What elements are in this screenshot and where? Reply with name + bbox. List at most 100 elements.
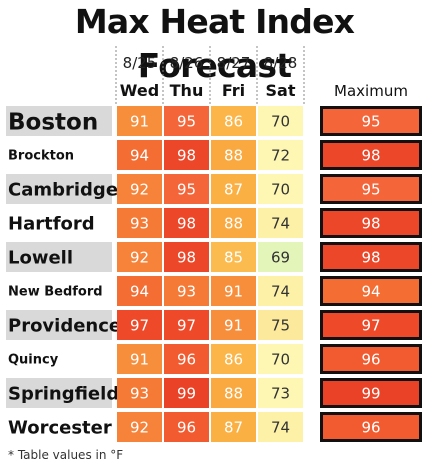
city-row-shade — [6, 242, 112, 272]
value-label: 98 — [177, 147, 196, 165]
value-label: 87 — [224, 181, 243, 199]
value-cell — [164, 140, 209, 170]
max-value-label: 98 — [361, 215, 380, 233]
date-label: 8/27 — [217, 54, 251, 72]
value-cell — [117, 344, 162, 374]
max-cell — [323, 347, 419, 371]
value-cell — [211, 140, 256, 170]
value-cell — [117, 174, 162, 204]
value-label: 92 — [130, 249, 149, 267]
max-value-label: 98 — [361, 147, 380, 165]
day-label: Sat — [266, 81, 296, 100]
value-label: 91 — [130, 351, 149, 369]
city-label: Springfield — [8, 383, 119, 404]
value-label: 94 — [130, 283, 149, 301]
max-cell — [323, 313, 419, 337]
city-label: New Bedford — [8, 285, 103, 300]
value-cell — [117, 412, 162, 442]
value-cell — [258, 106, 303, 136]
value-label: 86 — [224, 351, 243, 369]
value-label: 93 — [177, 283, 196, 301]
value-cell — [164, 208, 209, 238]
value-cell — [211, 412, 256, 442]
value-label: 99 — [177, 385, 196, 403]
value-label: 73 — [271, 385, 290, 403]
value-label: 69 — [271, 249, 290, 267]
value-cell — [258, 276, 303, 306]
value-label: 95 — [177, 113, 196, 131]
value-cell — [117, 378, 162, 408]
value-cell — [211, 174, 256, 204]
city-label: Boston — [8, 109, 98, 135]
value-label: 74 — [271, 283, 290, 301]
value-cell — [211, 276, 256, 306]
max-cell — [323, 245, 419, 269]
day-label: Wed — [120, 81, 159, 100]
max-value-label: 95 — [361, 181, 380, 199]
value-label: 97 — [130, 317, 149, 335]
value-label: 86 — [224, 113, 243, 131]
value-cell — [258, 242, 303, 272]
maximum-header: Maximum — [334, 82, 408, 100]
value-cell — [164, 174, 209, 204]
value-cell — [211, 242, 256, 272]
value-cell — [258, 208, 303, 238]
value-label: 98 — [177, 249, 196, 267]
max-value-label: 97 — [361, 317, 380, 335]
city-row-shade — [6, 106, 112, 136]
max-value-label: 98 — [361, 249, 380, 267]
value-cell — [258, 378, 303, 408]
chart-title: Max Heat Index Forecast — [74, 2, 355, 85]
max-cell — [323, 381, 419, 405]
value-label: 97 — [177, 317, 196, 335]
value-cell — [211, 208, 256, 238]
max-cell — [323, 415, 419, 439]
value-cell — [117, 140, 162, 170]
value-label: 91 — [224, 317, 243, 335]
value-cell — [164, 412, 209, 442]
value-label: 94 — [130, 147, 149, 165]
value-label: 88 — [224, 215, 243, 233]
value-cell — [258, 174, 303, 204]
value-label: 95 — [177, 181, 196, 199]
value-cell — [211, 310, 256, 340]
max-cell — [323, 143, 419, 167]
value-label: 70 — [271, 351, 290, 369]
value-cell — [211, 106, 256, 136]
date-label: 8/28 — [264, 54, 298, 72]
value-cell — [211, 344, 256, 374]
city-row-shade — [6, 310, 112, 340]
max-value-label: 99 — [361, 385, 380, 403]
value-label: 70 — [271, 113, 290, 131]
max-value-label: 95 — [361, 113, 380, 131]
value-label: 88 — [224, 147, 243, 165]
value-label: 75 — [271, 317, 290, 335]
value-cell — [164, 344, 209, 374]
date-label: 8/25 — [123, 54, 157, 72]
city-label: Hartford — [8, 213, 95, 234]
max-value-label: 96 — [361, 351, 380, 369]
value-cell — [164, 310, 209, 340]
city-label: Providence — [8, 315, 121, 336]
value-label: 96 — [177, 351, 196, 369]
max-value-label: 94 — [361, 283, 380, 301]
value-cell — [258, 412, 303, 442]
value-label: 74 — [271, 419, 290, 437]
value-label: 96 — [177, 419, 196, 437]
value-cell — [164, 276, 209, 306]
value-cell — [164, 242, 209, 272]
value-cell — [117, 276, 162, 306]
value-label: 91 — [224, 283, 243, 301]
day-label: Fri — [222, 81, 245, 100]
city-label: Lowell — [8, 247, 73, 268]
value-label: 87 — [224, 419, 243, 437]
value-label: 72 — [271, 147, 290, 165]
max-cell — [323, 177, 419, 201]
value-label: 93 — [130, 215, 149, 233]
value-cell — [258, 344, 303, 374]
value-label: 85 — [224, 249, 243, 267]
value-label: 70 — [271, 181, 290, 199]
max-cell — [323, 279, 419, 303]
value-cell — [117, 106, 162, 136]
city-label: Worcester — [8, 417, 112, 438]
